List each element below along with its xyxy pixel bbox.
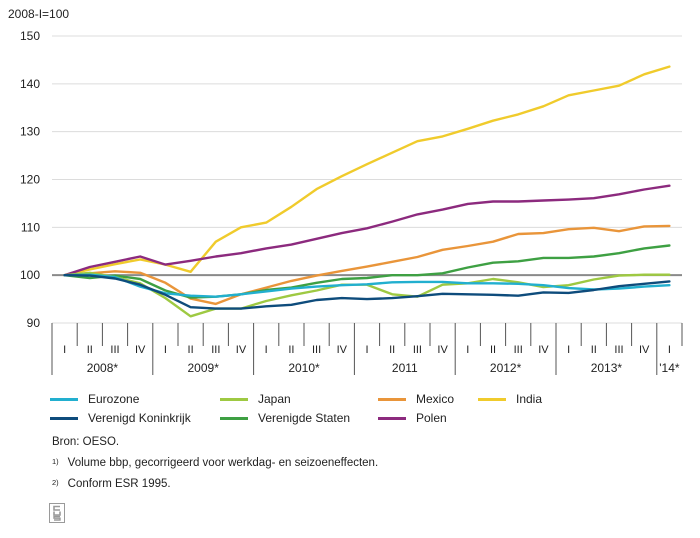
legend-swatch-eurozone — [50, 397, 78, 401]
x-year-label: 2013* — [591, 361, 623, 375]
legend-item-eurozone: Eurozone — [50, 392, 139, 406]
cbs-logo-icon — [49, 503, 65, 523]
footnote-2: 2) Conform ESR 1995. — [52, 478, 378, 490]
legend-swatch-polen — [378, 416, 406, 420]
y-tick-label-90: 90 — [27, 316, 41, 330]
series-line-eurozone — [63, 273, 671, 298]
x-quarter-label: IV — [337, 344, 348, 356]
legend-item-japan: Japan — [220, 392, 291, 406]
legend-label-verenigd-koninkrijk: Verenigd Koninkrijk — [88, 411, 191, 425]
x-quarter-label: II — [490, 344, 496, 356]
source-note: Bron: OESO. — [52, 436, 120, 448]
x-quarter-label: IV — [236, 344, 247, 356]
x-quarter-label: II — [87, 344, 93, 356]
y-tick-label-110: 110 — [21, 220, 40, 234]
series-lines — [63, 65, 671, 318]
x-quarter-label: II — [591, 344, 597, 356]
legend-label-india: India — [516, 392, 543, 406]
x-quarter-label: I — [265, 344, 268, 356]
legend-swatch-japan — [220, 397, 248, 401]
legend-label-mexico: Mexico — [416, 392, 455, 406]
footnote-1-text: Volume bbp, gecorrigeerd voor werkdag- e… — [67, 457, 379, 469]
x-quarter-label: III — [514, 344, 523, 356]
series-line-verenigde-staten — [63, 244, 671, 299]
x-quarter-label: I — [466, 344, 469, 356]
x-year-label: '14* — [659, 361, 680, 375]
legend-swatch-verenigde-staten — [220, 416, 248, 420]
x-quarter-label: III — [614, 344, 623, 356]
legend-swatch-india — [478, 397, 506, 401]
x-quarter-label: III — [211, 344, 220, 356]
footnote-1-mark: 1) — [52, 457, 59, 466]
x-quarter-label: I — [63, 344, 66, 356]
x-year-label: 2011 — [392, 361, 418, 375]
x-axis: I II III IV I II III IV I II III IV I II III IV I II III IV… — [51, 323, 683, 375]
x-quarter-label: IV — [538, 344, 549, 356]
x-quarter-label: III — [413, 344, 422, 356]
x-quarter-label: I — [668, 344, 671, 356]
x-quarter-label: IV — [135, 344, 146, 356]
x-quarter-label: IV — [437, 344, 448, 356]
y-tick-label-150: 150 — [20, 29, 40, 43]
series-line-polen — [63, 184, 671, 277]
legend-item-india: India — [478, 392, 542, 406]
series-line-verenigd-koninkrijk — [63, 274, 671, 310]
y-tick-label-130: 130 — [20, 125, 40, 139]
legend-label-eurozone: Eurozone — [88, 392, 140, 406]
x-year-label: 2008* — [87, 361, 119, 375]
footnote-1: 1) Volume bbp, gecorrigeerd voor werkdag-… — [52, 457, 378, 469]
footnote-2-mark: 2) — [52, 478, 59, 487]
legend-label-verenigde-staten: Verenigde Staten — [258, 411, 351, 425]
x-quarter-label: I — [567, 344, 570, 356]
notes: Bron: OESO. 1) Volume bbp, gecorrigeerd v… — [52, 436, 378, 499]
x-quarter-label: II — [188, 344, 194, 356]
legend-item-verenigd-koninkrijk: Verenigd Koninkrijk — [50, 411, 191, 425]
series-line-mexico — [63, 224, 671, 306]
x-quarter-label: I — [365, 344, 368, 356]
y-tick-label-120: 120 — [20, 173, 40, 187]
legend-label-polen: Polen — [416, 411, 447, 425]
y-tick-label-140: 140 — [20, 77, 40, 91]
legend-item-verenigde-staten: Verenigde Staten — [220, 411, 350, 425]
x-year-label: 2010* — [288, 361, 320, 375]
x-quarter-label: II — [389, 344, 395, 356]
legend: Eurozone Japan Mexico India Verenigd Kon… — [50, 392, 690, 432]
legend-item-mexico: Mexico — [378, 392, 454, 406]
legend-swatch-verenigd-koninkrijk — [50, 416, 78, 420]
legend-item-polen: Polen — [378, 411, 447, 425]
footnote-2-text: Conform ESR 1995. — [67, 478, 171, 490]
x-quarter-label: II — [288, 344, 294, 356]
series-line-india — [63, 65, 671, 277]
x-quarter-label: III — [312, 344, 321, 356]
x-quarter-label: I — [164, 344, 167, 356]
x-year-label: 2012* — [490, 361, 522, 375]
x-quarter-label: III — [110, 344, 119, 356]
y-tick-label-100: 100 — [20, 268, 40, 282]
y-unit-label: 2008-I=100 — [8, 7, 69, 21]
x-quarter-label: IV — [639, 344, 650, 356]
x-year-label: 2009* — [188, 361, 220, 375]
legend-label-japan: Japan — [258, 392, 291, 406]
gridlines — [52, 35, 682, 324]
legend-swatch-mexico — [378, 397, 406, 401]
y-axis-ticks: 90 100 110 120 130 140 150 — [20, 29, 40, 330]
